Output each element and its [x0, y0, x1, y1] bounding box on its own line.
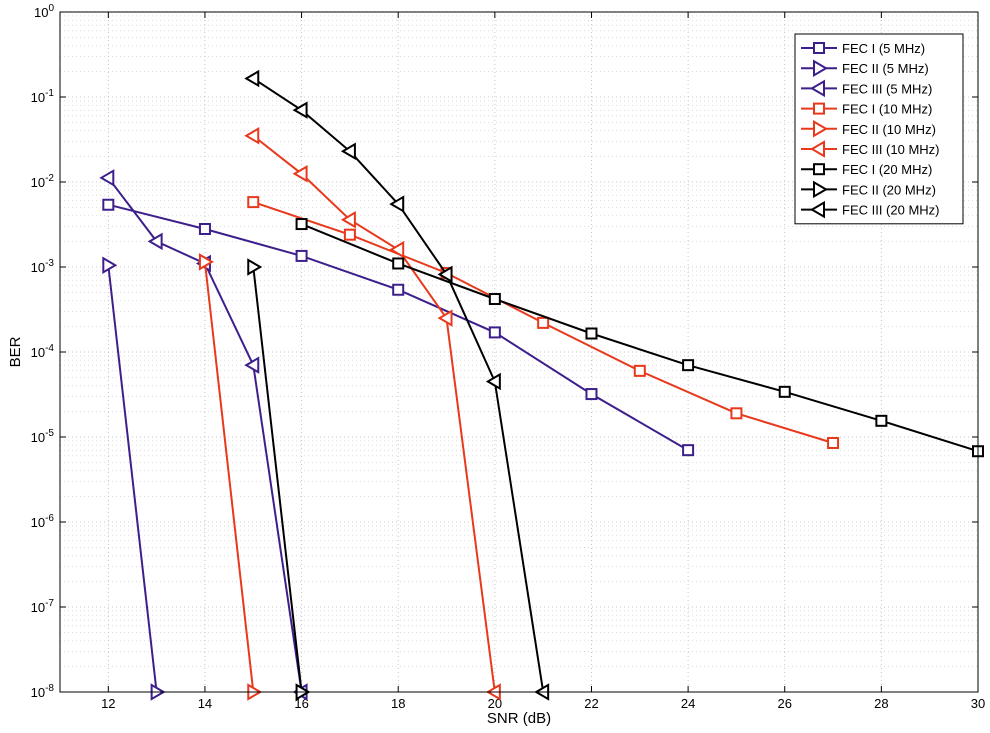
x-tick-label: 16 [294, 696, 308, 711]
x-tick-label: 28 [874, 696, 888, 711]
legend-entry: FEC II (5 MHz) [801, 59, 929, 77]
data-point [730, 407, 743, 420]
legend-label: FEC I (5 MHz) [842, 41, 925, 56]
data-point [827, 436, 840, 449]
data-point [247, 258, 263, 276]
series-1 [102, 198, 695, 457]
legend-entry: FEC III (20 MHz) [801, 200, 940, 219]
data-point [198, 222, 211, 235]
legend-label: FEC III (20 MHz) [842, 203, 940, 218]
data-point [633, 364, 646, 377]
series-6 [244, 127, 501, 701]
y-tick-label: 10-2 [31, 173, 55, 190]
data-point [389, 195, 405, 213]
legend-label: FEC II (20 MHz) [842, 182, 936, 197]
data-point [147, 232, 163, 251]
data-point [292, 165, 308, 183]
legend-marker [813, 42, 825, 54]
data-point [198, 253, 214, 271]
series-line [203, 261, 255, 693]
data-point [343, 228, 356, 241]
data-point [295, 218, 308, 231]
data-point [244, 69, 260, 88]
y-tick-label: 100 [34, 3, 54, 20]
plot-frame [59, 11, 979, 693]
legend-entry: FEC III (5 MHz) [801, 79, 932, 98]
data-point [585, 388, 598, 401]
legend-marker [810, 200, 825, 219]
series-line [107, 265, 158, 693]
legend-marker [813, 59, 828, 77]
x-tick-label: 12 [101, 696, 115, 711]
y-tick-label: 10-8 [31, 683, 55, 700]
data-point [585, 327, 598, 340]
data-point [682, 444, 695, 457]
data-point [340, 142, 356, 160]
y-tick-label: 10-1 [31, 88, 55, 105]
legend-entry: FEC I (5 MHz) [801, 41, 925, 56]
data-point [682, 359, 695, 372]
legend-entry: FEC II (20 MHz) [801, 180, 936, 199]
data-point [778, 385, 791, 398]
data-point [392, 283, 405, 296]
data-point [247, 196, 260, 209]
y-axis-label: BER [7, 336, 24, 367]
data-point [437, 309, 453, 327]
series-line [252, 266, 303, 693]
legend-marker [813, 102, 825, 115]
legend-marker [813, 120, 828, 138]
data-point [537, 316, 550, 329]
data-point [437, 265, 453, 284]
data-point [295, 249, 308, 262]
legend-entry: FEC III (10 MHz) [801, 140, 940, 158]
data-point [485, 372, 501, 391]
legend-entry: FEC I (10 MHz) [801, 102, 932, 117]
data-point [488, 293, 501, 306]
y-tick-label: 10-6 [31, 513, 55, 530]
legend-entry: FEC I (20 MHz) [801, 162, 932, 177]
legend-label: FEC III (5 MHz) [842, 81, 932, 96]
y-tick-label: 10-7 [31, 598, 55, 615]
series-line [301, 223, 979, 453]
legend-marker [813, 180, 828, 199]
x-tick-label: 14 [198, 696, 212, 711]
data-point [392, 257, 405, 270]
data-point [340, 210, 356, 229]
x-tick-label: 26 [778, 696, 792, 711]
legend-label: FEC II (10 MHz) [842, 122, 936, 137]
legend-marker [810, 140, 825, 158]
data-point [292, 101, 308, 119]
data-point [102, 256, 118, 274]
series-line [252, 135, 496, 693]
legend-marker [813, 163, 825, 176]
data-point [389, 240, 405, 259]
data-point [99, 169, 115, 187]
y-tick-label: 10-5 [31, 428, 55, 445]
legend-entry: FEC II (10 MHz) [801, 120, 936, 138]
legend: FEC I (5 MHz) FEC II (5 MHz) FEC III (5 MH… [794, 33, 964, 225]
legend-marker [810, 79, 825, 98]
x-tick-label: 22 [584, 696, 598, 711]
y-tick-label: 10-3 [31, 258, 55, 275]
x-tick-label: 20 [488, 696, 502, 711]
legend-label: FEC I (10 MHz) [842, 102, 932, 117]
data-point [244, 356, 260, 374]
data-point [488, 326, 501, 339]
legend-label: FEC I (20 MHz) [842, 162, 932, 177]
data-point [244, 127, 260, 145]
x-tick-label: 24 [681, 696, 695, 711]
x-axis-label: SNR (dB) [487, 710, 551, 727]
legend-label: FEC II (5 MHz) [842, 61, 929, 76]
y-tick-label: 10-4 [31, 343, 55, 360]
x-tick-label: 30 [971, 696, 985, 711]
data-point [102, 198, 115, 211]
legend-label: FEC III (10 MHz) [842, 142, 940, 157]
data-point [875, 414, 888, 427]
series-2 [102, 256, 166, 701]
x-tick-label: 18 [391, 696, 405, 711]
